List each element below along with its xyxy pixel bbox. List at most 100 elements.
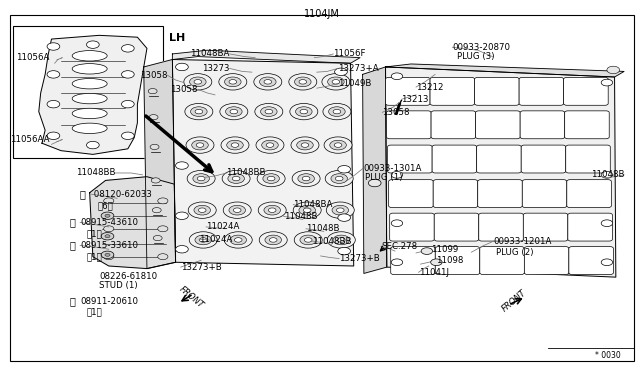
Ellipse shape	[72, 78, 107, 89]
Circle shape	[188, 202, 216, 218]
Text: 1104JM: 1104JM	[304, 9, 340, 19]
FancyBboxPatch shape	[387, 111, 431, 139]
Circle shape	[105, 235, 110, 238]
Text: 11056A: 11056A	[16, 53, 49, 62]
Circle shape	[221, 137, 249, 153]
Text: 11048BA: 11048BA	[190, 49, 230, 58]
Circle shape	[187, 170, 215, 187]
Circle shape	[198, 208, 206, 212]
Circle shape	[230, 109, 237, 114]
Circle shape	[391, 73, 403, 80]
Circle shape	[601, 259, 612, 266]
Circle shape	[195, 235, 211, 245]
Circle shape	[391, 220, 403, 227]
Text: （1）: （1）	[86, 252, 102, 261]
Text: 11048B: 11048B	[284, 212, 317, 221]
Text: （1）: （1）	[86, 229, 102, 238]
Polygon shape	[90, 177, 175, 269]
Circle shape	[268, 176, 275, 181]
Text: FRONT: FRONT	[500, 288, 529, 313]
Text: 13213: 13213	[401, 95, 429, 104]
FancyBboxPatch shape	[433, 180, 477, 208]
Circle shape	[601, 171, 612, 178]
Text: Ⓝ: Ⓝ	[69, 296, 75, 306]
Circle shape	[101, 251, 114, 259]
Circle shape	[335, 176, 343, 181]
Circle shape	[150, 144, 159, 150]
Text: 11048BB: 11048BB	[227, 169, 266, 177]
Circle shape	[334, 143, 342, 147]
Circle shape	[175, 63, 188, 71]
Text: 11041J: 11041J	[419, 268, 449, 277]
Circle shape	[101, 212, 114, 219]
Circle shape	[262, 140, 278, 150]
FancyBboxPatch shape	[476, 111, 520, 139]
Text: 00933-20870: 00933-20870	[452, 43, 510, 52]
Circle shape	[229, 80, 237, 84]
FancyBboxPatch shape	[564, 111, 609, 139]
FancyBboxPatch shape	[568, 213, 612, 241]
Ellipse shape	[72, 123, 107, 134]
Circle shape	[104, 226, 114, 232]
Text: 13273+A: 13273+A	[338, 64, 378, 73]
Circle shape	[157, 254, 168, 260]
Circle shape	[264, 80, 271, 84]
Text: 11024A: 11024A	[199, 235, 232, 244]
Circle shape	[151, 178, 160, 183]
Text: 13273: 13273	[202, 64, 230, 73]
Circle shape	[391, 259, 403, 266]
Circle shape	[149, 115, 158, 120]
Circle shape	[290, 103, 318, 120]
Text: 13058: 13058	[170, 85, 198, 94]
Circle shape	[234, 208, 241, 212]
Circle shape	[47, 43, 60, 50]
Text: 08120-62033: 08120-62033	[91, 190, 152, 199]
Text: 00933-1301A: 00933-1301A	[364, 164, 422, 173]
FancyBboxPatch shape	[475, 77, 519, 105]
Text: LH: LH	[169, 33, 186, 44]
FancyBboxPatch shape	[524, 247, 569, 275]
Circle shape	[229, 205, 246, 215]
Circle shape	[260, 77, 276, 87]
Ellipse shape	[72, 51, 107, 61]
Text: 11024A: 11024A	[206, 222, 239, 231]
Circle shape	[601, 79, 612, 86]
Circle shape	[47, 132, 60, 140]
Circle shape	[101, 232, 114, 240]
Circle shape	[157, 198, 168, 204]
Circle shape	[330, 140, 346, 150]
Circle shape	[225, 77, 241, 87]
Circle shape	[302, 176, 310, 181]
Circle shape	[104, 254, 114, 260]
Text: 11048BB: 11048BB	[76, 169, 115, 177]
Circle shape	[269, 238, 277, 242]
Circle shape	[328, 77, 344, 87]
Text: STUD (1): STUD (1)	[99, 281, 138, 290]
Circle shape	[254, 74, 282, 90]
Text: 13058: 13058	[382, 108, 410, 117]
Circle shape	[332, 205, 349, 215]
Circle shape	[369, 179, 381, 187]
Circle shape	[338, 166, 351, 173]
Circle shape	[260, 107, 277, 116]
Text: 11056F: 11056F	[333, 49, 366, 58]
Text: 11048BB: 11048BB	[312, 237, 352, 246]
FancyBboxPatch shape	[434, 213, 479, 241]
Circle shape	[327, 232, 355, 248]
FancyBboxPatch shape	[477, 145, 521, 173]
Text: FRONT: FRONT	[177, 285, 205, 310]
Circle shape	[47, 71, 60, 78]
Circle shape	[47, 100, 60, 108]
Circle shape	[105, 253, 110, 256]
FancyBboxPatch shape	[388, 145, 432, 173]
Circle shape	[193, 174, 209, 183]
Circle shape	[231, 143, 239, 147]
Circle shape	[337, 208, 344, 212]
Circle shape	[297, 140, 313, 150]
Text: SEC.278: SEC.278	[381, 242, 417, 251]
Circle shape	[300, 109, 308, 114]
Circle shape	[294, 232, 322, 248]
Circle shape	[322, 74, 350, 90]
Circle shape	[294, 77, 311, 87]
Ellipse shape	[72, 64, 107, 74]
